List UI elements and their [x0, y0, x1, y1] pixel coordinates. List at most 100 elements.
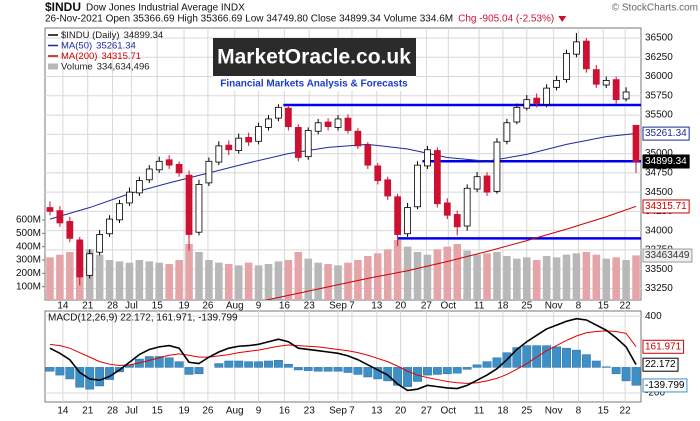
- volume-bar: [254, 265, 263, 300]
- y2-tick-label: 300M: [16, 255, 41, 266]
- legend-value: 35261.34: [96, 40, 136, 51]
- marks-layer: [45, 33, 641, 392]
- legend-value: 34315.71: [101, 51, 141, 62]
- macd-line: [49, 317, 637, 392]
- x-tick-label: 9: [256, 301, 262, 312]
- volume-bar: [463, 250, 471, 300]
- volume-bar: [155, 262, 164, 300]
- candle-body: [155, 160, 163, 171]
- y-tick-label: 400: [645, 311, 662, 322]
- y-tick-label: 34500: [645, 187, 673, 198]
- x-tick-label: 22: [620, 301, 632, 312]
- volume-bar: [513, 258, 521, 300]
- histogram-bar: [552, 346, 561, 368]
- symbol: $INDU: [45, 0, 81, 14]
- histogram-bar: [572, 349, 581, 368]
- volume-bar: [264, 264, 273, 300]
- candle-body: [165, 159, 173, 166]
- candle-body: [463, 187, 471, 227]
- volume-bar: [195, 252, 203, 300]
- y-tick-label: 34750: [645, 168, 673, 179]
- candle-body: [592, 69, 600, 85]
- volume-bar: [483, 253, 491, 300]
- macd-title: MACD(12,26,9) 22.172, 161.971, -139.799: [48, 313, 238, 324]
- x-tick-label: 15: [598, 406, 610, 417]
- volume-bar: [175, 260, 183, 300]
- candle-body: [56, 210, 64, 224]
- histogram-bar: [144, 356, 154, 368]
- candle-body: [66, 221, 74, 239]
- candle-body: [334, 118, 342, 128]
- y-tick-label: 35750: [645, 90, 673, 101]
- histogram-bar: [621, 367, 631, 382]
- watermark-title: MarketOracle.co.uk: [217, 46, 411, 69]
- legend-name: Volume: [61, 61, 93, 72]
- volume-bar: [552, 257, 561, 300]
- histogram-bar: [95, 367, 105, 387]
- histogram-bar: [254, 361, 263, 368]
- candle-body: [394, 196, 402, 235]
- candle-body: [424, 149, 431, 167]
- end-tag: 33463449: [645, 250, 690, 261]
- candle-body: [453, 214, 461, 228]
- candle-body: [135, 180, 143, 194]
- volume-bar: [443, 246, 452, 300]
- volume-bar: [215, 262, 223, 300]
- candle-body: [374, 165, 382, 181]
- candle-body: [573, 41, 580, 55]
- change: Chg -905.04 (-2.53%): [458, 14, 554, 25]
- y2-tick-label: 600M: [16, 215, 41, 226]
- candle-body: [304, 130, 312, 158]
- volume-bar: [274, 261, 283, 300]
- candle-body: [533, 97, 541, 104]
- histogram-bar: [194, 367, 204, 375]
- x-tick-label: 21: [82, 406, 94, 417]
- y-tick-label: 33500: [645, 264, 673, 275]
- volume-bar: [334, 265, 342, 300]
- histogram-bar: [154, 356, 164, 368]
- legend-label: MA(200) 34315.71: [61, 51, 141, 62]
- volume-bar: [324, 264, 332, 300]
- histogram-bar: [452, 367, 462, 374]
- x-tick-label: 11: [474, 406, 485, 417]
- candle-body: [96, 234, 104, 253]
- y-tick-label: 36500: [645, 33, 673, 44]
- histogram-bar: [313, 367, 323, 372]
- x-tick-label: Oct: [441, 406, 457, 417]
- volume-bar: [294, 252, 303, 300]
- legend-name: MA(200): [61, 51, 97, 62]
- histogram-bar: [323, 367, 333, 372]
- volume-bar: [592, 254, 601, 300]
- y-tick-label: 36250: [645, 52, 673, 63]
- volume-bar: [413, 252, 422, 300]
- y2-tick-label: 500M: [16, 228, 41, 239]
- legend-label: $INDU (Daily) 34899.34: [61, 30, 163, 41]
- panel: [44, 310, 642, 403]
- histogram-bar: [532, 345, 542, 368]
- volume-bar: [493, 252, 501, 300]
- volume-bar: [185, 244, 193, 300]
- x-tick-label: 15: [152, 301, 164, 312]
- histogram-bar: [45, 367, 55, 372]
- end-tag-box: [642, 126, 690, 141]
- candle-body: [245, 137, 253, 143]
- x-tick-label: 7: [349, 406, 355, 417]
- down-arrow: [558, 16, 567, 22]
- x-tick-label: 23: [304, 406, 316, 417]
- volume-bar: [622, 260, 630, 300]
- overlay-layer: MarketOracle.co.uk Financial Markets Ana…: [45, 0, 698, 416]
- end-tag-box: [642, 378, 688, 393]
- histogram-bar: [423, 367, 432, 376]
- end-tag: 34899.34: [645, 156, 687, 167]
- x-tick-label: 19: [179, 406, 191, 417]
- y-tick-label: 33250: [645, 283, 673, 294]
- candle-body: [543, 87, 551, 105]
- candle-body: [503, 122, 511, 142]
- volume-bar: [105, 260, 114, 300]
- volume-bar: [582, 252, 591, 300]
- histogram-bar: [174, 361, 184, 368]
- x-tick-label: 25: [521, 301, 533, 312]
- candle-body: [364, 144, 372, 166]
- candle-body: [294, 126, 302, 158]
